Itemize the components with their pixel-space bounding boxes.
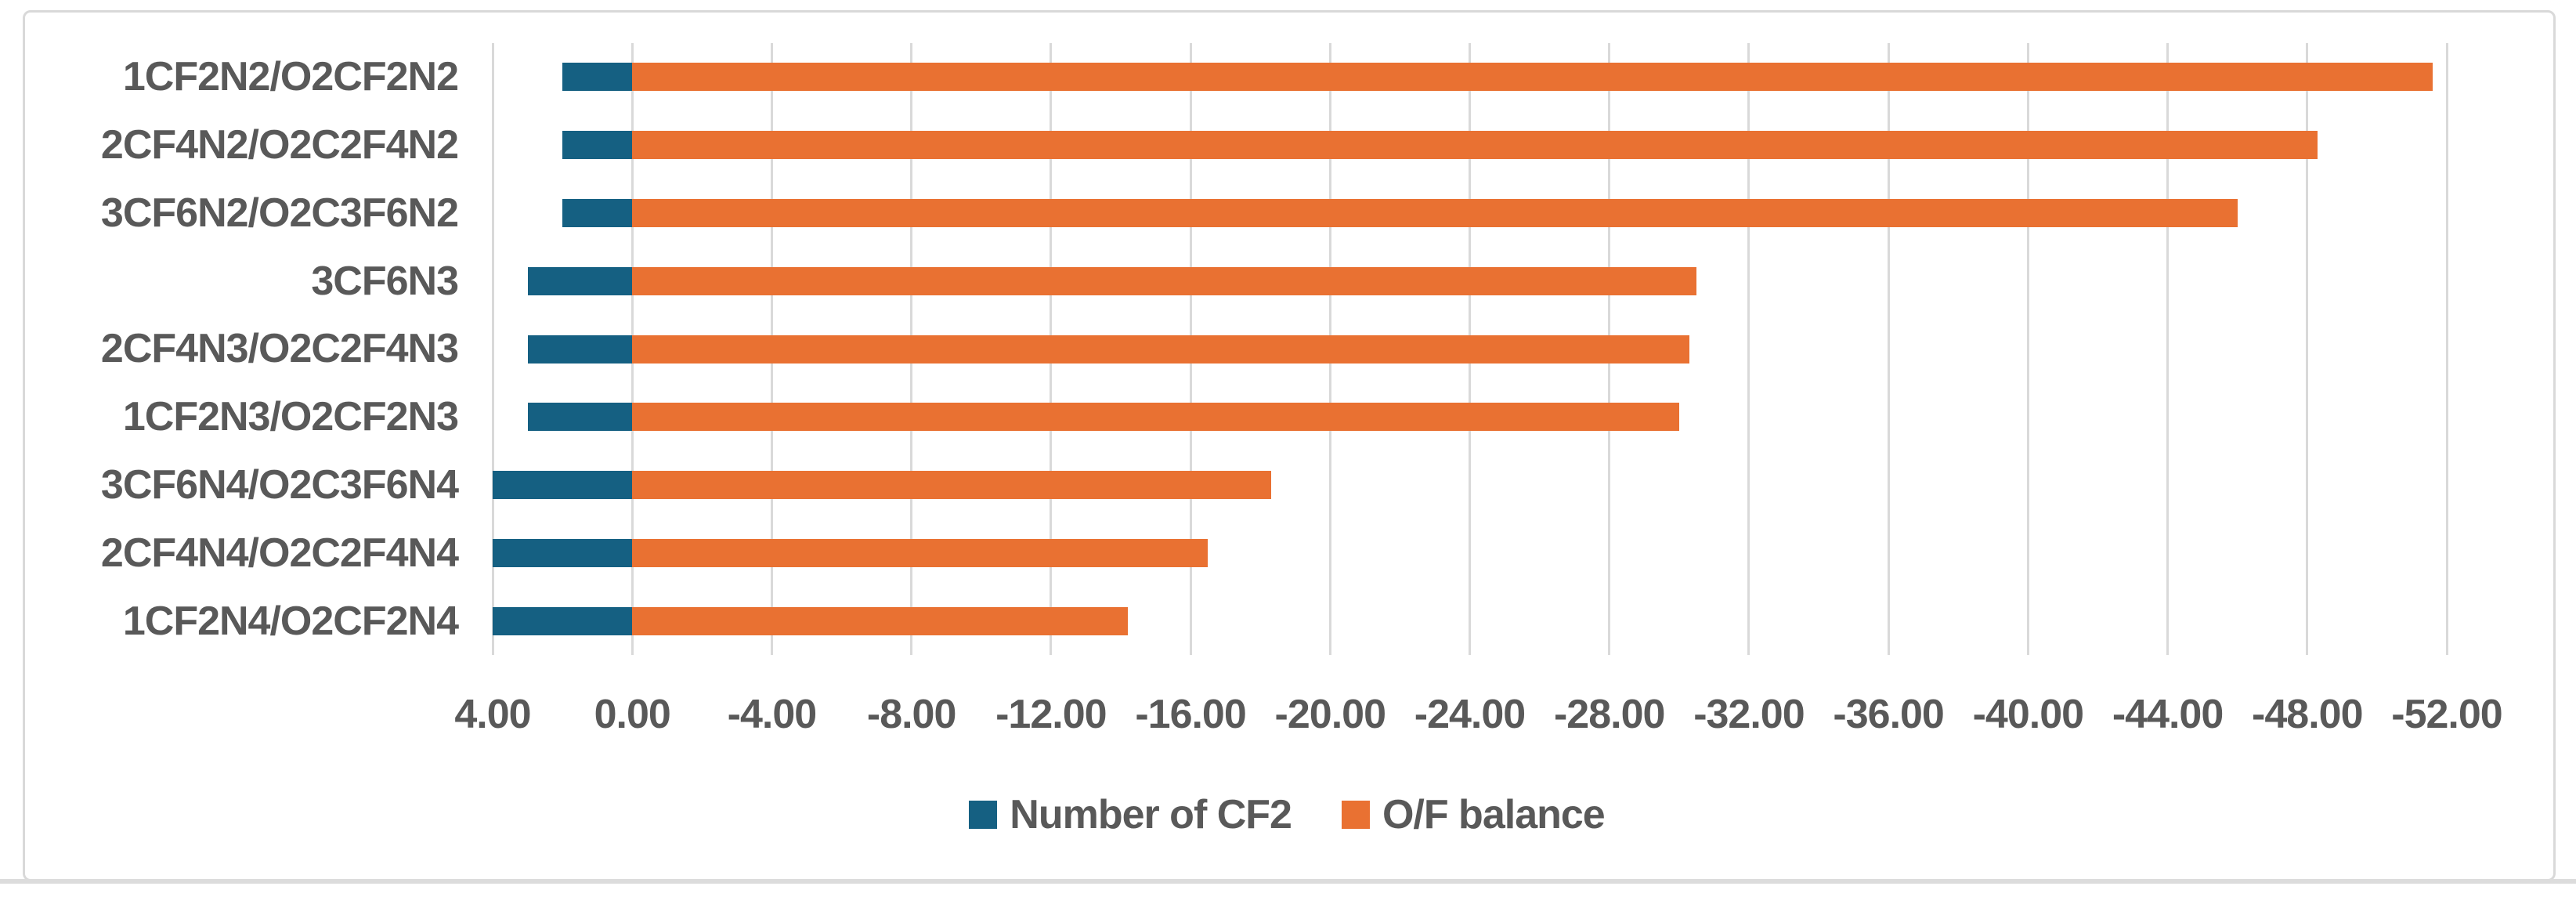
bar-number-of-cf2 bbox=[493, 606, 633, 635]
value-tick-label: -28.00 bbox=[1553, 692, 1665, 737]
value-tick-label: -32.00 bbox=[1693, 692, 1805, 737]
category-label: 3CF6N2/O2C3F6N2 bbox=[100, 190, 459, 236]
bar-o-f-balance bbox=[632, 471, 1271, 500]
gridline bbox=[2026, 43, 2029, 655]
category-label: 1CF2N3/O2CF2N3 bbox=[122, 394, 459, 440]
category-label: 3CF6N3 bbox=[311, 258, 459, 304]
value-tick-label: -36.00 bbox=[1833, 692, 1944, 737]
category-label: 2CF4N4/O2C2F4N4 bbox=[100, 530, 459, 576]
plot-area bbox=[491, 43, 2448, 655]
bar-number-of-cf2 bbox=[562, 63, 633, 92]
bar-o-f-balance bbox=[632, 538, 1209, 567]
bar-number-of-cf2 bbox=[527, 266, 633, 295]
bar-o-f-balance bbox=[632, 63, 2433, 92]
legend-item-number-of-cf2: Number of CF2 bbox=[969, 791, 1292, 838]
gridline bbox=[1887, 43, 1890, 655]
legend-swatch-of-balance-icon bbox=[1341, 801, 1370, 829]
bar-number-of-cf2 bbox=[562, 131, 633, 160]
gridline bbox=[1747, 43, 1750, 655]
category-label: 2CF4N2/O2C2F4N2 bbox=[100, 122, 459, 168]
gridline bbox=[2166, 43, 2170, 655]
value-tick-label: -40.00 bbox=[1972, 692, 2084, 737]
gridline bbox=[2445, 43, 2448, 655]
value-tick-label: -4.00 bbox=[727, 692, 818, 737]
bar-o-f-balance bbox=[632, 335, 1690, 364]
legend-swatch-number-of-cf2-icon bbox=[969, 801, 998, 829]
bar-o-f-balance bbox=[632, 198, 2238, 227]
bar-number-of-cf2 bbox=[527, 335, 633, 364]
value-tick-label: -20.00 bbox=[1274, 692, 1386, 737]
bar-o-f-balance bbox=[632, 266, 1697, 295]
legend-label-number-of-cf2: Number of CF2 bbox=[1010, 792, 1292, 837]
bar-o-f-balance bbox=[632, 606, 1128, 635]
bar-number-of-cf2 bbox=[493, 471, 633, 500]
value-tick-label: -24.00 bbox=[1414, 692, 1526, 737]
category-label: 1CF2N2/O2CF2N2 bbox=[122, 54, 459, 100]
category-label: 3CF6N4/O2C3F6N4 bbox=[100, 462, 459, 508]
value-tick-label: 4.00 bbox=[454, 692, 531, 737]
bar-o-f-balance bbox=[632, 131, 2318, 160]
category-label: 2CF4N3/O2C2F4N3 bbox=[100, 326, 459, 372]
bar-number-of-cf2 bbox=[527, 403, 633, 432]
legend-item-of-balance: O/F balance bbox=[1341, 791, 1606, 838]
value-tick-label: -12.00 bbox=[995, 692, 1107, 737]
chart-bottom-edge bbox=[0, 879, 2576, 884]
value-tick-label: -44.00 bbox=[2112, 692, 2224, 737]
gridline bbox=[491, 43, 494, 655]
bar-number-of-cf2 bbox=[493, 538, 633, 567]
value-tick-label: -16.00 bbox=[1135, 692, 1246, 737]
value-tick-label: -52.00 bbox=[2391, 692, 2502, 737]
value-tick-label: 0.00 bbox=[594, 692, 671, 737]
bar-o-f-balance bbox=[632, 403, 1679, 432]
value-tick-label: -8.00 bbox=[866, 692, 957, 737]
gridline bbox=[2306, 43, 2309, 655]
legend: Number of CF2 O/F balance bbox=[23, 787, 2551, 843]
legend-label-of-balance: O/F balance bbox=[1382, 792, 1606, 837]
category-label: 1CF2N4/O2CF2N4 bbox=[122, 598, 459, 644]
value-tick-label: -48.00 bbox=[2252, 692, 2363, 737]
bar-number-of-cf2 bbox=[562, 198, 633, 227]
